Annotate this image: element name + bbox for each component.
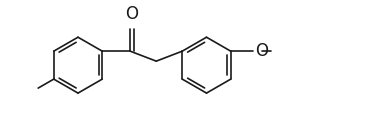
Text: O: O [255,42,268,60]
Text: O: O [125,5,138,23]
